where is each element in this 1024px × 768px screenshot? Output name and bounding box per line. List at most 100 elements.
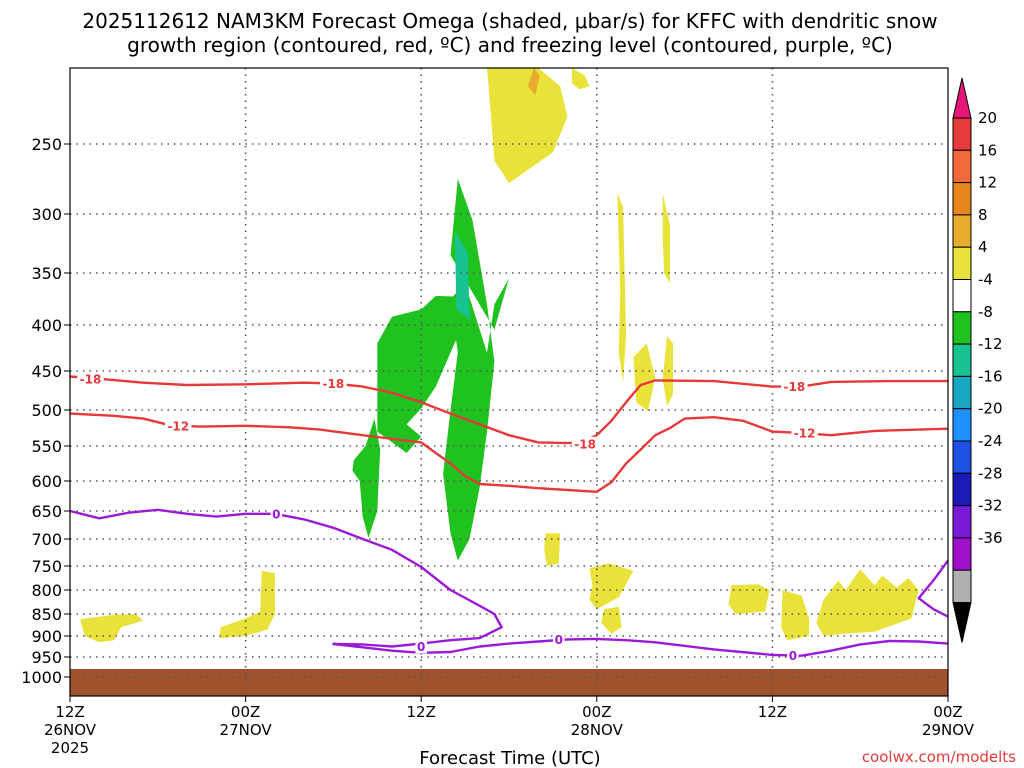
x-tick-label-0-1: 12Z (55, 703, 84, 721)
colorbar-tick-label-11: -28 (978, 464, 1003, 482)
freezing-level-contour-label-0-0: 0 (272, 507, 280, 521)
dgz-contour-label-0-2: -18 (574, 437, 596, 451)
freezing-level-contour-label-0-3: 0 (789, 649, 797, 663)
dgz-contour-label-0-3: -18 (784, 380, 806, 394)
omega-region-14 (589, 563, 634, 610)
omega-region-7 (617, 193, 627, 383)
colorbar-swatch-3 (952, 214, 972, 248)
colorbar-tick-label-5: -4 (978, 271, 993, 289)
x-tick-label-5-1: 00Z (933, 703, 962, 721)
x-tick-label-0-3: 2025 (51, 739, 89, 757)
x-tick-label-2-1: 12Z (407, 703, 436, 721)
omega-region-9 (633, 343, 656, 412)
omega-region-1 (443, 179, 509, 561)
colorbar-swatch-9 (952, 408, 972, 442)
y-tick-label-1: 300 (31, 205, 62, 224)
colorbar-swatch-13 (952, 537, 972, 571)
x-axis-label: Forecast Time (UTC) (419, 748, 600, 768)
y-tick-label-3: 400 (31, 316, 62, 335)
dgz-contour-label-bg-0-2 (571, 436, 599, 451)
colorbar-swatch-5 (952, 279, 972, 313)
dgz-contour-line-1 (69, 412, 949, 493)
chart-title-line-1: 2025112612 NAM3KM Forecast Omega (shaded… (82, 9, 937, 33)
colorbar-swatch-2 (952, 182, 972, 216)
omega-region-4 (487, 68, 568, 184)
colorbar-bottom-arrow (952, 602, 972, 643)
freezing-level-contour-label-bg-0-0 (270, 506, 283, 521)
dgz-contour-label-bg-0-0 (77, 371, 104, 386)
x-tick-label-1-1: 00Z (231, 703, 260, 721)
colorbar-swatch-1 (952, 149, 972, 184)
y-tick-label-7: 600 (31, 472, 62, 491)
colorbar-tick-label-2: 12 (978, 174, 997, 192)
dgz-contour-label-bg-0-3 (781, 379, 808, 394)
dgz-contour-label-bg-1-0 (165, 418, 192, 433)
freezing-level-contour-branch-0 (917, 559, 949, 618)
omega-region-2 (454, 231, 470, 320)
omega-region-18 (816, 569, 919, 636)
colorbar-tick-label-9: -20 (978, 400, 1003, 418)
chart-title-line-2: growth region (contoured, red, ºC) and f… (127, 33, 893, 57)
dgz-contour-label-1-0: -12 (167, 419, 189, 433)
y-tick-label-12: 850 (31, 605, 62, 624)
colorbar-tick-label-10: -24 (978, 432, 1003, 450)
freezing-level-contour-line-0 (69, 508, 949, 657)
colorbar-tick-label-0: 20 (978, 109, 997, 127)
y-tick-label-6: 550 (31, 437, 62, 456)
colorbar-tick-label-12: -32 (978, 497, 1003, 515)
colorbar: 20 16 12 8 4 -4 -8 -12 -16 -20 -24 -28 -32 -36 (952, 77, 1003, 643)
dgz-contour-label-0-1: -18 (323, 377, 345, 391)
x-tick-label-5-2: 29NOV (922, 721, 975, 739)
freezing-level-contour-label-bg-0-1 (415, 639, 427, 654)
omega-region-6 (571, 68, 590, 90)
colorbar-tick-label-1: 16 (978, 141, 997, 159)
colorbar-top-arrow (952, 77, 972, 119)
dgz-contour-label-1-1: -12 (794, 427, 816, 441)
y-tick-label-4: 450 (31, 362, 62, 381)
y-tick-label-11: 800 (31, 581, 62, 600)
colorbar-swatch-7 (952, 343, 972, 377)
colorbar-swatch-6 (952, 311, 972, 345)
y-tick-label-9: 700 (31, 530, 62, 549)
colorbar-swatch-11 (952, 472, 972, 507)
y-tick-label-5: 500 (31, 401, 62, 420)
colorbar-tick-label-6: -8 (978, 303, 993, 321)
x-tick-label-4-1: 12Z (758, 703, 787, 721)
omega-region-10 (662, 336, 673, 407)
colorbar-swatch-12 (952, 505, 972, 539)
y-tick-label-15: 1000 (21, 668, 62, 687)
dgz-contour-label-bg-1-1 (791, 426, 818, 441)
omega-region-5 (528, 68, 540, 96)
colorbar-tick-label-3: 8 (978, 206, 988, 224)
omega-region-17 (781, 590, 809, 641)
omega-region-3 (352, 418, 381, 538)
x-tick-label-0-2: 26NOV (44, 721, 97, 739)
freezing-level-contour-label-0-2: 0 (555, 633, 563, 647)
omega-region-16 (728, 584, 770, 614)
surface-ground (70, 669, 948, 696)
dgz-contour-label-bg-0-1 (320, 376, 347, 391)
omega-region-15 (601, 606, 622, 634)
y-tick-label-2: 350 (31, 264, 62, 283)
x-tick-label-3-2: 28NOV (571, 721, 624, 739)
omega-region-12 (219, 570, 275, 639)
dgz-contour-label-0-0: -18 (80, 372, 102, 386)
colorbar-swatch-10 (952, 440, 972, 474)
omega-region-11 (80, 614, 144, 643)
y-tick-label-14: 950 (31, 648, 62, 667)
omega-region-8 (662, 193, 670, 284)
freezing-level-contour-label-bg-0-2 (553, 632, 565, 647)
colorbar-tick-label-8: -16 (978, 367, 1003, 385)
colorbar-swatch-4 (952, 246, 972, 280)
y-tick-label-0: 250 (31, 135, 62, 154)
freezing-level-contour-label-0-1: 0 (417, 640, 425, 654)
colorbar-swatch-8 (952, 375, 972, 410)
colorbar-tick-label-4: 4 (978, 238, 988, 256)
x-tick-label-1-2: 27NOV (220, 721, 273, 739)
colorbar-swatch-14 (952, 569, 972, 604)
y-tick-label-10: 750 (31, 557, 62, 576)
omega-region-13 (544, 533, 561, 566)
source-credit: coolwx.com/modelts (862, 748, 1016, 766)
y-tick-label-13: 900 (31, 627, 62, 646)
